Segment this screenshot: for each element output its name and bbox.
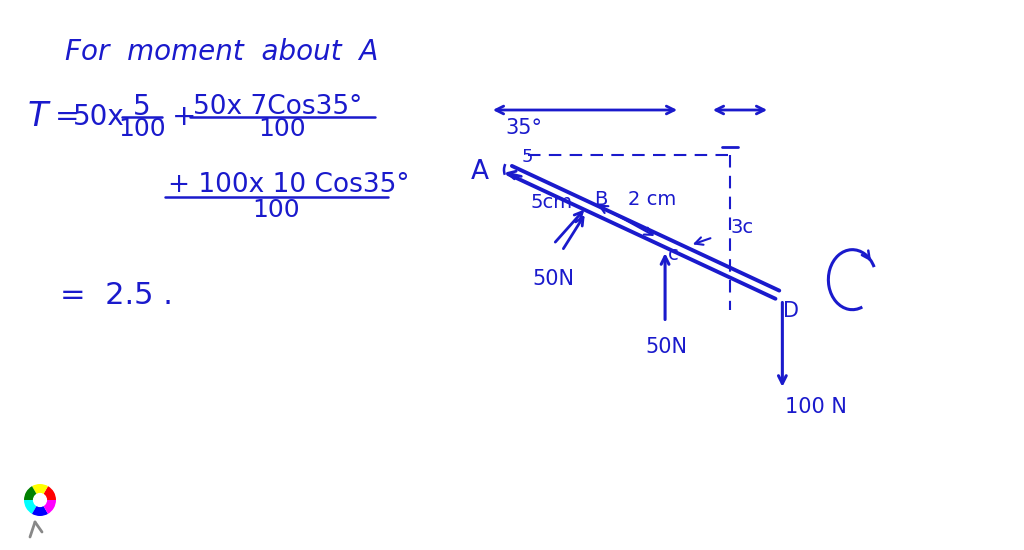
Wedge shape xyxy=(40,500,56,514)
Text: 100: 100 xyxy=(258,117,306,141)
Text: 50N: 50N xyxy=(532,270,574,289)
Text: 35°: 35° xyxy=(505,118,542,138)
Text: c: c xyxy=(668,245,679,264)
Text: =: = xyxy=(55,103,80,131)
Text: 5: 5 xyxy=(133,93,151,121)
Text: T: T xyxy=(28,101,48,134)
Text: 100: 100 xyxy=(118,117,166,141)
Wedge shape xyxy=(24,486,40,500)
Text: 2 cm: 2 cm xyxy=(628,190,676,210)
Text: + 100x 10 Cos35°: + 100x 10 Cos35° xyxy=(168,172,410,198)
Text: 50x: 50x xyxy=(73,103,125,131)
Text: 50x 7Cos35°: 50x 7Cos35° xyxy=(193,94,362,120)
Circle shape xyxy=(34,493,46,507)
Text: B: B xyxy=(594,190,607,209)
Text: 100 N: 100 N xyxy=(785,397,847,417)
Text: 5cm: 5cm xyxy=(530,193,572,212)
Wedge shape xyxy=(32,484,48,500)
Wedge shape xyxy=(24,500,40,514)
Text: 100: 100 xyxy=(252,198,300,222)
Text: =  2.5 .: = 2.5 . xyxy=(60,280,173,310)
Text: A: A xyxy=(471,159,489,185)
Wedge shape xyxy=(40,486,56,500)
Text: For  moment  about  A: For moment about A xyxy=(65,38,379,66)
Text: 3c: 3c xyxy=(730,218,754,237)
Text: +: + xyxy=(172,103,197,131)
Wedge shape xyxy=(32,500,48,516)
Text: 5: 5 xyxy=(522,148,534,166)
Text: D: D xyxy=(783,301,800,321)
Text: 50N: 50N xyxy=(645,337,687,358)
